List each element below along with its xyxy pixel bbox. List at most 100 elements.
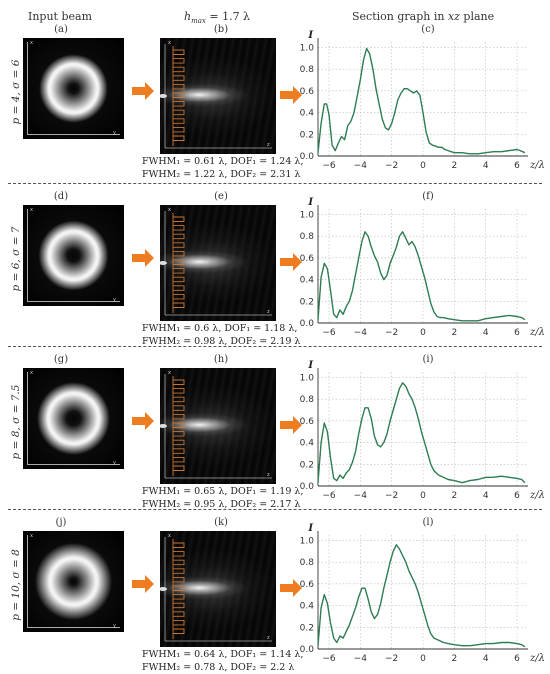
x-tick-label: −4 (354, 328, 368, 338)
fwhm-dof-line-1: FWHM₁ = 0.64 λ, DOF₁ = 1.14 λ, (142, 649, 304, 660)
y-tick-label: 0.2 (300, 460, 314, 470)
axis-frame (27, 535, 120, 628)
figure-row: (d) (e) (f) p = 6, σ = 7 x y x z FWHM₁ = 0.6 λ, … (0, 187, 550, 347)
fwhm-dof-line-1: FWHM₁ = 0.65 λ, DOF₁ = 1.19 λ, (142, 486, 304, 497)
ring-intensity (23, 205, 124, 306)
y-tick-label: 0.0 (300, 319, 315, 329)
y-tick-label: 0.2 (300, 297, 314, 307)
axis-y-label: y (113, 130, 116, 136)
subfigure-label: (h) (213, 354, 229, 365)
y-tick-label: 1.0 (300, 536, 315, 546)
subfigure-label: (j) (55, 517, 67, 528)
axis-x-label: x (30, 207, 33, 213)
fwhm-dof-line-2: FWHM₂ = 1.22 λ, DOF₂ = 2.31 λ (142, 169, 301, 180)
fwhm-dof-line-1: FWHM₁ = 0.6 λ, DOF₁ = 1.18 λ, (142, 323, 298, 334)
arrow-right-icon (280, 253, 302, 271)
intensity-curve (317, 47, 526, 155)
x-tick-label: −2 (385, 654, 398, 664)
x-tick-label: 4 (483, 491, 489, 501)
y-axis-label: I (307, 360, 313, 371)
x-tick-label: 2 (451, 161, 457, 171)
figure-row: (j) (k) (l) p = 10, σ = 8 x y x z FWHM₁ = 0.64 λ… (0, 513, 550, 673)
subfigure-label: (l) (422, 517, 434, 528)
x-tick-label: −4 (354, 654, 368, 664)
subfigure-label: (c) (421, 24, 435, 35)
y-axis-label: I (307, 30, 313, 41)
arrow-right-icon (132, 82, 154, 100)
subfigure-label: (a) (54, 24, 68, 35)
axis-z-label: z (267, 309, 270, 315)
x-tick-label: −4 (354, 161, 368, 171)
arrow-right-icon (280, 86, 302, 104)
y-tick-label: 0.6 (300, 87, 315, 97)
diffractive-element-icon (160, 537, 272, 642)
y-tick-label: 0.2 (300, 623, 314, 633)
diffractive-element-icon (160, 374, 272, 479)
x-axis-label: z/λ (529, 160, 545, 171)
ring-intensity (23, 38, 124, 139)
x-tick-label: −4 (354, 491, 368, 501)
axis-frame (27, 42, 120, 135)
x-tick-label: 0 (420, 161, 426, 171)
x-tick-label: 0 (420, 328, 426, 338)
ring-intensity (23, 531, 124, 632)
axis-x-label: x (30, 533, 33, 539)
x-tick-label: −2 (385, 328, 398, 338)
y-tick-label: 0.6 (300, 417, 315, 427)
param-label: p = 10, σ = 8 (10, 549, 22, 621)
y-tick-label: 0.8 (300, 232, 315, 242)
x-tick-label: −2 (385, 491, 398, 501)
diffractive-element-icon (160, 211, 272, 316)
x-tick-label: −6 (322, 491, 336, 501)
x-tick-label: −2 (385, 161, 398, 171)
subfigure-label: (e) (214, 191, 228, 202)
section-graph-chart: −6 −4 −2 0 2 4 6 0.0 0.2 0.4 0.6 0.8 1.0 z/λ I (300, 523, 545, 664)
fwhm-dof-line-1: FWHM₁ = 0.61 λ, DOF₁ = 1.24 λ, (142, 156, 304, 167)
x-tick-label: 4 (483, 654, 489, 664)
header-input-beam: Input beam (28, 10, 93, 23)
axis-x-label: x (168, 207, 171, 213)
axis-z-label: z (267, 142, 270, 148)
y-axis-label: I (307, 197, 313, 208)
subfigure-label: (g) (53, 354, 69, 365)
arrow-right-icon (132, 412, 154, 430)
axis-x-label: x (168, 40, 171, 46)
y-tick-label: 0.4 (300, 276, 315, 286)
subfigure-label: (b) (213, 24, 229, 35)
fwhm-dof-line-2: FWHM₂ = 0.95 λ, DOF₂ = 2.17 λ (142, 499, 301, 510)
x-tick-label: 6 (514, 328, 520, 338)
row-separator (8, 183, 542, 184)
y-tick-label: 0.8 (300, 65, 315, 75)
x-axis-label: z/λ (529, 327, 545, 338)
axis-y-label: y (113, 460, 116, 466)
intensity-curve (317, 231, 526, 322)
axis-x-label: x (30, 370, 33, 376)
y-tick-label: 0.4 (300, 602, 315, 612)
x-tick-label: 2 (451, 491, 457, 501)
subfigure-label: (k) (214, 517, 228, 528)
param-label: p = 8, σ = 7.5 (10, 384, 22, 460)
axis-z-label: z (267, 472, 270, 478)
y-tick-label: 0.0 (300, 152, 315, 162)
subfigure-label: (i) (422, 354, 434, 365)
fwhm-dof-line-2: FWHM₂ = 0.78 λ, DOF₂ = 2.2 λ (142, 662, 295, 673)
header-section-graph: Section graph in xz plane (352, 10, 495, 23)
subfigure-label: (f) (422, 191, 434, 202)
y-tick-label: 0.8 (300, 558, 315, 568)
y-axis-label: I (307, 523, 313, 534)
param-label: p = 4, σ = 6 (10, 59, 22, 125)
y-tick-label: 0.6 (300, 580, 315, 590)
section-graph-chart: −6 −4 −2 0 2 4 6 0.0 0.2 0.4 0.6 0.8 1.0 z/λ I (300, 30, 545, 171)
row-separator (8, 509, 542, 510)
arrow-right-icon (132, 249, 154, 267)
x-axis-label: z/λ (529, 490, 545, 501)
x-tick-label: −6 (322, 161, 336, 171)
x-tick-label: −6 (322, 328, 336, 338)
fwhm-dof-line-2: FWHM₂ = 0.98 λ, DOF₂ = 2.19 λ (142, 336, 301, 347)
x-tick-label: 0 (420, 654, 426, 664)
ring-intensity (23, 368, 124, 469)
